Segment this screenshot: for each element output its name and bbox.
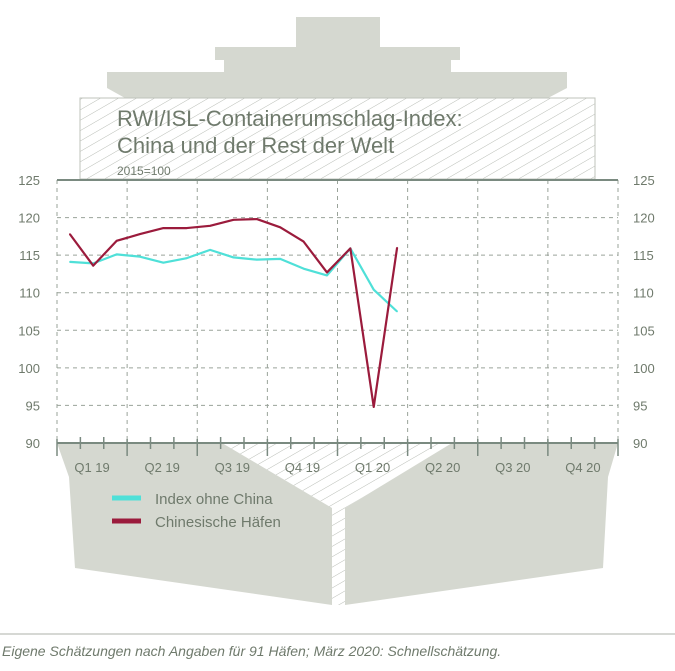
title-box <box>79 97 596 180</box>
y-tick-label-right: 105 <box>633 323 655 338</box>
data-point <box>372 288 375 291</box>
data-point <box>232 219 235 221</box>
y-tick-label-left: 95 <box>26 398 40 413</box>
y-tick-label-right: 90 <box>633 436 647 451</box>
y-tick-label-left: 100 <box>18 361 40 376</box>
data-point <box>162 261 165 264</box>
x-tick-label: Q4 19 <box>285 460 320 475</box>
y-tick-label-right: 125 <box>633 173 655 188</box>
x-tick-label: Q1 20 <box>355 460 390 475</box>
data-point <box>326 274 328 277</box>
y-tick-label-right: 120 <box>633 211 655 226</box>
data-point <box>69 233 71 235</box>
y-tick-label-left: 90 <box>26 436 40 451</box>
x-tick-label: Q3 19 <box>215 460 250 475</box>
data-point <box>162 227 165 229</box>
unit-note: 2015=100 <box>117 164 171 178</box>
data-point <box>302 240 305 243</box>
chart-subtitle: China und der Rest der Welt <box>117 133 394 158</box>
y-tick-label-left: 125 <box>18 173 40 188</box>
y-tick-label-left: 110 <box>19 286 40 301</box>
x-tick-label: Q1 19 <box>74 460 109 475</box>
footer-note: Eigene Schätzungen nach Angaben für 91 H… <box>2 643 501 659</box>
data-point <box>185 227 188 229</box>
series-line-chinesische-haefen <box>68 217 399 409</box>
chart-title: RWI/ISL-Containerumschlag-Index: <box>117 106 463 131</box>
x-tick-label: Q3 20 <box>495 460 530 475</box>
x-tick-label: Q4 20 <box>565 460 600 475</box>
data-point <box>256 218 258 220</box>
data-point <box>139 233 141 235</box>
legend-label-index-ohne-china: Index ohne China <box>155 491 273 508</box>
y-tick-label-left: 105 <box>18 323 40 338</box>
y-tick-label-right: 95 <box>633 398 647 413</box>
data-point <box>349 247 352 250</box>
legend: Index ohne China Chinesische Häfen <box>112 491 281 531</box>
data-point <box>372 406 375 408</box>
data-point <box>139 255 141 258</box>
axes: 125 125 120 120 115 115 110 110 105 105 100 100 95 95… <box>18 173 654 475</box>
legend-label-chinesische-haefen: Chinesische Häfen <box>155 514 281 531</box>
y-tick-label-right: 110 <box>633 286 654 301</box>
data-point <box>185 257 188 259</box>
data-point <box>396 246 398 249</box>
y-tick-label-left: 115 <box>19 248 40 263</box>
data-point <box>326 271 328 274</box>
data-point <box>209 225 211 227</box>
grid <box>56 180 619 443</box>
data-point <box>115 240 118 242</box>
y-tick-label-right: 100 <box>633 361 655 376</box>
data-point <box>302 267 305 270</box>
data-point <box>279 258 282 260</box>
data-point <box>209 249 211 251</box>
data-point <box>115 253 118 256</box>
data-point <box>256 258 258 261</box>
x-tick-label: Q2 19 <box>144 460 179 475</box>
data-point <box>396 310 398 313</box>
ship-hull <box>57 443 618 605</box>
x-tick-label: Q2 20 <box>425 460 460 475</box>
data-point <box>69 261 71 263</box>
data-point <box>232 256 235 259</box>
y-tick-label-left: 120 <box>18 211 40 226</box>
data-point <box>92 264 95 267</box>
data-point <box>279 226 282 229</box>
y-tick-label-right: 115 <box>633 248 654 263</box>
series-lines <box>68 217 399 409</box>
ship-superstructure <box>107 17 567 98</box>
